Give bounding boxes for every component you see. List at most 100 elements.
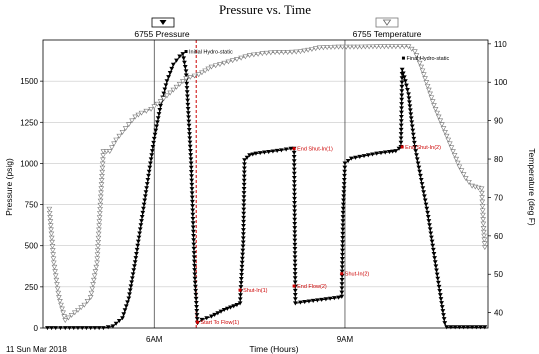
pressure-marker (146, 169, 152, 174)
pressure-marker (184, 90, 190, 95)
temperature-marker (49, 248, 56, 253)
y2-tick-label: 70 (494, 193, 503, 202)
pressure-marker (239, 260, 245, 265)
pressure-marker (410, 128, 416, 133)
temperature-marker (183, 76, 189, 82)
temperature-marker (148, 106, 154, 112)
temperature-marker (238, 55, 244, 61)
temperature-marker (309, 47, 315, 52)
pressure-marker (339, 265, 345, 270)
temperature-marker (98, 190, 104, 196)
temperature-marker (429, 99, 436, 105)
pressure-marker (144, 182, 150, 187)
temperature-marker (351, 44, 357, 50)
temperature-marker (462, 176, 469, 181)
temperature-marker (94, 256, 101, 262)
pressure-marker (288, 146, 294, 151)
pressure-marker (292, 263, 298, 268)
pressure-marker (137, 227, 143, 232)
pressure-marker (189, 178, 195, 183)
pressure-marker (238, 277, 244, 282)
pressure-marker (186, 123, 192, 128)
temperature-marker (61, 314, 68, 320)
temperature-marker (62, 318, 69, 323)
pressure-marker (425, 214, 431, 220)
pressure-marker (341, 190, 347, 195)
pressure-marker (399, 97, 405, 102)
pressure-marker (374, 151, 380, 156)
pressure-marker (292, 234, 298, 239)
pressure-marker (190, 221, 196, 226)
pressure-marker (340, 248, 345, 253)
pressure-marker (96, 326, 102, 331)
temperature-marker (88, 290, 95, 296)
pressure-marker (433, 264, 439, 269)
pressure-marker (340, 227, 346, 232)
pressure-marker (241, 211, 247, 216)
pressure-marker (190, 208, 196, 213)
temperature-marker (53, 277, 60, 283)
temperature-marker (52, 273, 59, 279)
temperature-marker (48, 235, 55, 241)
pressure-marker (192, 263, 197, 268)
pressure-marker (482, 325, 488, 330)
pressure-marker (292, 217, 298, 222)
pressure-marker (315, 298, 320, 303)
pressure-marker (340, 219, 346, 224)
temperature-marker (478, 186, 485, 192)
pressure-marker (257, 151, 263, 156)
temperature-marker (160, 96, 167, 102)
pressure-marker (184, 81, 190, 86)
temperature-marker (50, 260, 57, 266)
temperature-marker (91, 273, 98, 279)
temperature-marker (255, 51, 261, 57)
temperature-marker (370, 44, 376, 50)
pressure-marker (192, 272, 198, 277)
temperature-marker (480, 226, 487, 231)
pressure-marker (291, 155, 297, 160)
pressure-marker (400, 71, 406, 76)
pressure-marker (407, 104, 413, 109)
pressure-marker (142, 198, 148, 203)
temperature-marker (50, 252, 56, 258)
temperature-marker (335, 44, 342, 50)
pressure-marker (340, 223, 346, 228)
temperature-marker (276, 50, 283, 55)
temperature-marker (280, 50, 287, 55)
pressure-marker (266, 149, 272, 155)
pressure-marker (436, 284, 442, 290)
pressure-marker (292, 280, 298, 285)
pressure-marker (149, 149, 155, 154)
temperature-marker (65, 315, 72, 321)
temperature-marker (451, 153, 458, 158)
pressure-marker (88, 326, 94, 331)
pressure-marker (193, 300, 199, 306)
temperature-marker (138, 110, 145, 116)
pressure-marker (241, 187, 247, 192)
temperature-marker (385, 44, 392, 50)
temperature-marker (331, 44, 338, 50)
pressure-marker (242, 162, 247, 167)
pressure-marker (167, 70, 173, 76)
temperature-marker (90, 282, 96, 287)
pressure-marker (122, 308, 128, 313)
pressure-marker (140, 210, 146, 215)
pressure-marker (292, 192, 297, 197)
pressure-marker (399, 114, 404, 120)
annotation-label: End Shut-In(1) (297, 147, 333, 153)
temperature-marker (84, 298, 91, 304)
temperature-marker (397, 44, 403, 50)
pressure-marker (398, 123, 404, 128)
temperature-marker (343, 44, 350, 50)
pressure-marker (411, 140, 417, 146)
pressure-marker (224, 306, 230, 311)
temperature-marker (97, 194, 104, 200)
pressure-marker (407, 100, 412, 105)
pressure-marker (429, 235, 434, 240)
y-tick-label: 1250 (20, 118, 38, 127)
y2-tick-label: 100 (494, 78, 508, 87)
chart-title: Pressure vs. Time (219, 2, 311, 17)
temperature-marker (453, 156, 460, 162)
pressure-marker (398, 132, 404, 137)
x-axis-label: Time (Hours) (249, 344, 298, 354)
